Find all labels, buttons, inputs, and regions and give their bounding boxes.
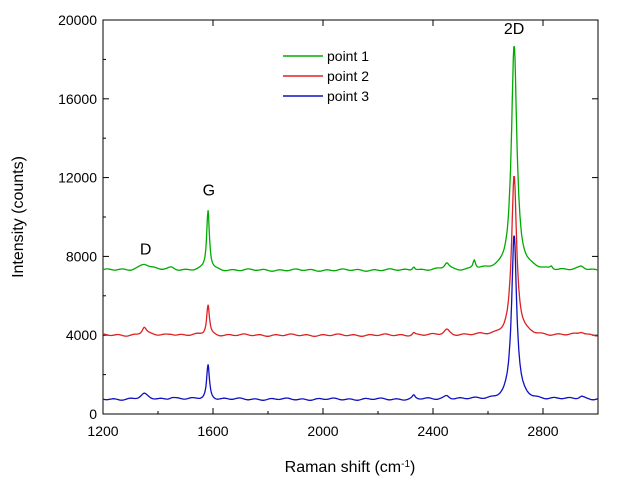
legend-label: point 3 — [327, 88, 369, 104]
peak-annotations: D G 2D — [140, 21, 525, 259]
x-tick-label: 2800 — [527, 423, 558, 439]
x-axis-title: Raman shift (cm-1) — [285, 459, 416, 477]
peak-label: 2D — [504, 21, 524, 38]
peak-label: D — [140, 241, 152, 258]
x-tick-label: 1200 — [87, 423, 118, 439]
y-tick-label: 16000 — [58, 91, 97, 107]
y-tick-label: 20000 — [58, 12, 97, 28]
x-tick-label: 2000 — [307, 423, 338, 439]
series-line-point-2 — [103, 175, 598, 337]
y-axis-ticks: 0 4000 8000 12000 16000 20000 — [58, 12, 598, 422]
legend-label: point 2 — [327, 68, 369, 84]
y-tick-label: 0 — [89, 406, 97, 422]
y-tick-label: 12000 — [58, 170, 97, 186]
x-tick-label: 2400 — [417, 423, 448, 439]
series-line-point-3 — [102, 235, 599, 401]
peak-label: G — [203, 182, 215, 199]
y-tick-label: 4000 — [66, 327, 97, 343]
y-tick-label: 8000 — [66, 248, 97, 264]
x-tick-label: 1600 — [197, 423, 228, 439]
legend-label: point 1 — [327, 48, 369, 64]
legend: point 1 point 2 point 3 — [283, 48, 369, 104]
series-lines — [102, 46, 599, 401]
series-line-point-1 — [102, 46, 599, 272]
y-axis-title: Intensity (counts) — [10, 156, 27, 278]
x-axis-ticks: 1200 1600 2000 2400 2800 — [87, 20, 559, 439]
